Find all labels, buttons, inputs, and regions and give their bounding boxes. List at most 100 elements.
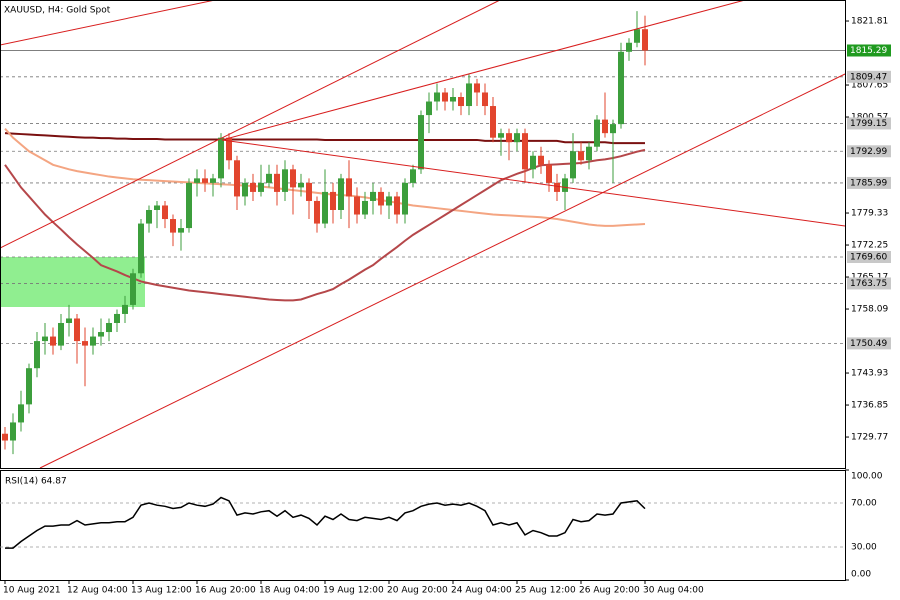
candle-body: [26, 368, 32, 405]
candle-body: [218, 137, 224, 179]
y-tick-label: 1772.25: [851, 241, 888, 251]
level-label: 1769.60: [850, 253, 887, 263]
rsi-frame: [0, 470, 846, 581]
x-tick-label: 30 Aug 04:00: [643, 586, 704, 596]
candle-body: [362, 200, 368, 215]
candle-body: [618, 51, 624, 125]
candle-body: [514, 133, 520, 143]
candle-body: [386, 196, 392, 206]
candle-body: [226, 137, 232, 161]
candle-body: [266, 173, 272, 183]
candle-body: [522, 133, 528, 170]
candle-body: [138, 223, 144, 274]
x-tick-label: 13 Aug 12:00: [131, 586, 192, 596]
candle-body: [106, 322, 112, 333]
candle-body: [634, 29, 640, 43]
level-label: 1809.47: [850, 72, 887, 82]
moving-average: [4, 148, 646, 302]
candle-body: [546, 164, 552, 183]
candle-body: [442, 92, 448, 102]
candle-body: [426, 101, 432, 116]
zone-layer: [0, 257, 145, 307]
candle-body: [554, 182, 560, 192]
candle-body: [458, 96, 464, 107]
rsi-tick-label: 30.00: [851, 543, 877, 553]
candle-body: [498, 133, 504, 138]
rsi-tick-label: 0.00: [851, 570, 871, 580]
trendline: [39, 73, 846, 469]
x-tick-label: 12 Aug 04:00: [67, 586, 128, 596]
candle-body: [274, 173, 280, 192]
candle-body: [290, 169, 296, 188]
candle-body: [250, 182, 256, 192]
trendline: [221, 139, 846, 227]
candle-body: [130, 273, 136, 305]
level-box: [847, 277, 891, 290]
candle-body: [530, 155, 536, 170]
candle-body: [242, 182, 248, 197]
level-label: 1750.49: [850, 339, 887, 349]
candle-body: [282, 169, 288, 192]
x-tick-label: 19 Aug 12:00: [323, 586, 384, 596]
candle-body: [410, 169, 416, 183]
candle-body: [346, 178, 352, 197]
candle-body: [58, 322, 64, 346]
x-tick-label: 24 Aug 04:00: [451, 586, 512, 596]
level-box: [847, 117, 891, 130]
candle-body: [42, 336, 48, 342]
candle-body: [34, 341, 40, 369]
candle-body: [90, 336, 96, 346]
rsi-title: RSI(14) 64.87: [5, 477, 67, 487]
candle-body: [146, 209, 152, 224]
candle-body: [538, 155, 544, 165]
candle-body: [594, 119, 600, 147]
level-label: 1785.99: [850, 178, 887, 188]
candle-body: [10, 422, 16, 441]
main-frame: [0, 0, 846, 469]
x-tick-label: 10 Aug 2021: [3, 586, 61, 596]
candle-body: [586, 146, 592, 161]
candle-body: [602, 119, 608, 134]
candle-body: [258, 182, 264, 192]
candle-body: [434, 92, 440, 102]
level-box: [847, 44, 891, 57]
candle-body: [314, 200, 320, 224]
rsi-tick-label: 70.00: [851, 499, 877, 509]
candle-body: [298, 182, 304, 188]
candle-body: [2, 433, 8, 441]
candle-body: [50, 336, 56, 346]
candle-body: [450, 96, 456, 102]
candle-body: [162, 205, 168, 220]
x-tick-label: 20 Aug 20:00: [387, 586, 448, 596]
trendline: [0, 0, 216, 46]
candle-body: [562, 178, 568, 192]
candle-body: [82, 341, 88, 346]
y-tick-label: 1758.09: [851, 305, 888, 315]
candle-body: [418, 115, 424, 170]
support-zone: [0, 257, 145, 307]
rsi-line: [5, 496, 646, 549]
y-tick-label: 1743.93: [851, 369, 888, 379]
candle-body: [570, 151, 576, 179]
level-box: [847, 145, 891, 158]
candle-body: [402, 182, 408, 215]
candle-body: [354, 196, 360, 215]
candle-body: [234, 160, 240, 197]
x-tick-label: 25 Aug 12:00: [515, 586, 576, 596]
candle-body: [578, 151, 584, 161]
candle-body: [474, 83, 480, 93]
y-tick-label: 1736.85: [851, 401, 888, 411]
candle-body: [330, 191, 336, 210]
x-tick-label: 18 Aug 04:00: [259, 586, 320, 596]
candle-body: [194, 178, 200, 183]
candle-body: [306, 182, 312, 201]
y-tick-label: 1821.81: [851, 17, 888, 27]
level-box: [847, 70, 891, 83]
candle-body: [98, 332, 104, 337]
candle-body: [186, 182, 192, 229]
level-box: [847, 251, 891, 264]
candle-body: [154, 205, 160, 210]
